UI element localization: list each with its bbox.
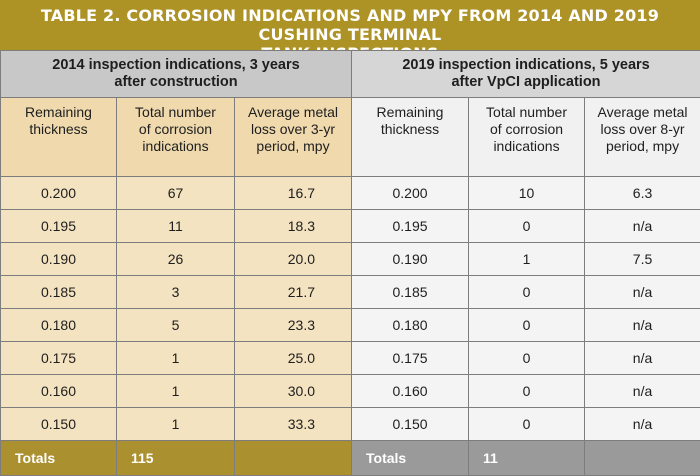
table-cell: 0.160	[1, 375, 117, 408]
table-cell: 0.185	[352, 276, 469, 309]
table-cell: 0.190	[1, 243, 117, 276]
table-cell: 33.3	[235, 408, 352, 441]
table-cell: 30.0	[235, 375, 352, 408]
table-cell: 0	[469, 210, 585, 243]
table-cell: 10	[469, 177, 585, 210]
table-cell: 16.7	[235, 177, 352, 210]
table-cell: 3	[117, 276, 235, 309]
table-cell: 0.160	[352, 375, 469, 408]
table-cell: 23.3	[235, 309, 352, 342]
table-cell: 67	[117, 177, 235, 210]
table-cell: n/a	[585, 210, 700, 243]
table-cell: 0	[469, 309, 585, 342]
table-cell: 18.3	[235, 210, 352, 243]
group-header-2019: 2019 inspection indications, 5 years aft…	[352, 51, 700, 98]
table-cell: 25.0	[235, 342, 352, 375]
table-cell: 26	[117, 243, 235, 276]
totals-blank-2014	[235, 441, 352, 476]
totals-value-2014: 115	[117, 441, 235, 476]
table-cell: n/a	[585, 276, 700, 309]
table-cell: 21.7	[235, 276, 352, 309]
table-cell: n/a	[585, 408, 700, 441]
table-cell: 5	[117, 309, 235, 342]
data-table: 2014 inspection indications, 3 years aft…	[0, 50, 700, 476]
table-title-line1: TABLE 2. CORROSION INDICATIONS AND MPY F…	[0, 6, 700, 44]
table-cell: 0.180	[1, 309, 117, 342]
table-cell: 0	[469, 342, 585, 375]
table-cell: n/a	[585, 375, 700, 408]
table-cell: n/a	[585, 309, 700, 342]
table-cell: 0.200	[352, 177, 469, 210]
table-cell: 0	[469, 375, 585, 408]
table-cell: 0.195	[1, 210, 117, 243]
table-cell: 1	[117, 408, 235, 441]
table-cell: 0.195	[352, 210, 469, 243]
totals-value-2019: 11	[469, 441, 585, 476]
table-cell: 0.190	[352, 243, 469, 276]
table-cell: 1	[117, 375, 235, 408]
table-cell: 6.3	[585, 177, 700, 210]
table-cell: 0.150	[352, 408, 469, 441]
totals-label-2014: Totals	[1, 441, 117, 476]
table-cell: 0.185	[1, 276, 117, 309]
table-cell: 20.0	[235, 243, 352, 276]
table-cell: 0.175	[1, 342, 117, 375]
table-cell: 1	[117, 342, 235, 375]
table-cell: 0.175	[352, 342, 469, 375]
table-cell: 0.180	[352, 309, 469, 342]
table-cell: n/a	[585, 342, 700, 375]
table-cell: 1	[469, 243, 585, 276]
table-figure: TABLE 2. CORROSION INDICATIONS AND MPY F…	[0, 0, 700, 440]
group-header-2014: 2014 inspection indications, 3 years aft…	[1, 51, 352, 98]
table-cell: 0	[469, 408, 585, 441]
table-cell: 0.150	[1, 408, 117, 441]
totals-label-2019: Totals	[352, 441, 469, 476]
totals-row: Totals 115 Totals 11	[1, 441, 700, 476]
totals-blank-2019	[585, 441, 700, 476]
table-cell: 0	[469, 276, 585, 309]
table-cell: 11	[117, 210, 235, 243]
table-title: TABLE 2. CORROSION INDICATIONS AND MPY F…	[0, 0, 700, 50]
group-header-row: 2014 inspection indications, 3 years aft…	[1, 51, 700, 98]
table-cell: 7.5	[585, 243, 700, 276]
table-cell: 0.200	[1, 177, 117, 210]
